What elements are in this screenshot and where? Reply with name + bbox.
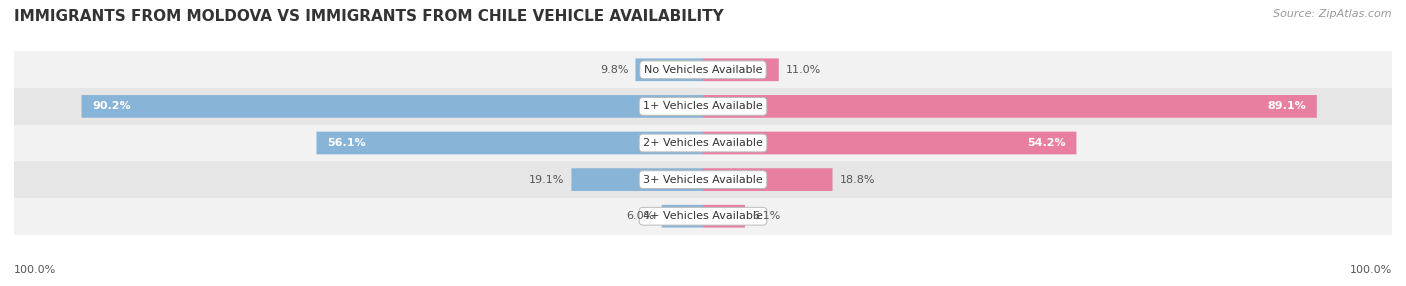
Bar bbox=[14, 198, 1392, 235]
Text: 6.1%: 6.1% bbox=[752, 211, 780, 221]
Text: 6.0%: 6.0% bbox=[627, 211, 655, 221]
Text: 56.1%: 56.1% bbox=[326, 138, 366, 148]
Text: No Vehicles Available: No Vehicles Available bbox=[644, 65, 762, 75]
Text: 100.0%: 100.0% bbox=[14, 265, 56, 275]
Text: 2+ Vehicles Available: 2+ Vehicles Available bbox=[643, 138, 763, 148]
FancyBboxPatch shape bbox=[662, 205, 703, 228]
Text: 89.1%: 89.1% bbox=[1268, 102, 1306, 111]
Text: 1+ Vehicles Available: 1+ Vehicles Available bbox=[643, 102, 763, 111]
Text: 3+ Vehicles Available: 3+ Vehicles Available bbox=[643, 175, 763, 184]
FancyBboxPatch shape bbox=[316, 132, 703, 154]
FancyBboxPatch shape bbox=[703, 58, 779, 81]
FancyBboxPatch shape bbox=[703, 95, 1317, 118]
FancyBboxPatch shape bbox=[636, 58, 703, 81]
Text: 19.1%: 19.1% bbox=[529, 175, 565, 184]
Text: 90.2%: 90.2% bbox=[91, 102, 131, 111]
FancyBboxPatch shape bbox=[703, 168, 832, 191]
Text: 18.8%: 18.8% bbox=[839, 175, 875, 184]
Bar bbox=[14, 161, 1392, 198]
FancyBboxPatch shape bbox=[82, 95, 703, 118]
FancyBboxPatch shape bbox=[703, 205, 745, 228]
Bar bbox=[14, 88, 1392, 125]
Bar bbox=[14, 125, 1392, 161]
Bar bbox=[14, 51, 1392, 88]
Text: 100.0%: 100.0% bbox=[1350, 265, 1392, 275]
Text: 4+ Vehicles Available: 4+ Vehicles Available bbox=[643, 211, 763, 221]
Text: 54.2%: 54.2% bbox=[1028, 138, 1066, 148]
Text: 9.8%: 9.8% bbox=[600, 65, 628, 75]
Text: Source: ZipAtlas.com: Source: ZipAtlas.com bbox=[1274, 9, 1392, 19]
Text: 11.0%: 11.0% bbox=[786, 65, 821, 75]
FancyBboxPatch shape bbox=[571, 168, 703, 191]
FancyBboxPatch shape bbox=[703, 132, 1077, 154]
Text: IMMIGRANTS FROM MOLDOVA VS IMMIGRANTS FROM CHILE VEHICLE AVAILABILITY: IMMIGRANTS FROM MOLDOVA VS IMMIGRANTS FR… bbox=[14, 9, 724, 23]
